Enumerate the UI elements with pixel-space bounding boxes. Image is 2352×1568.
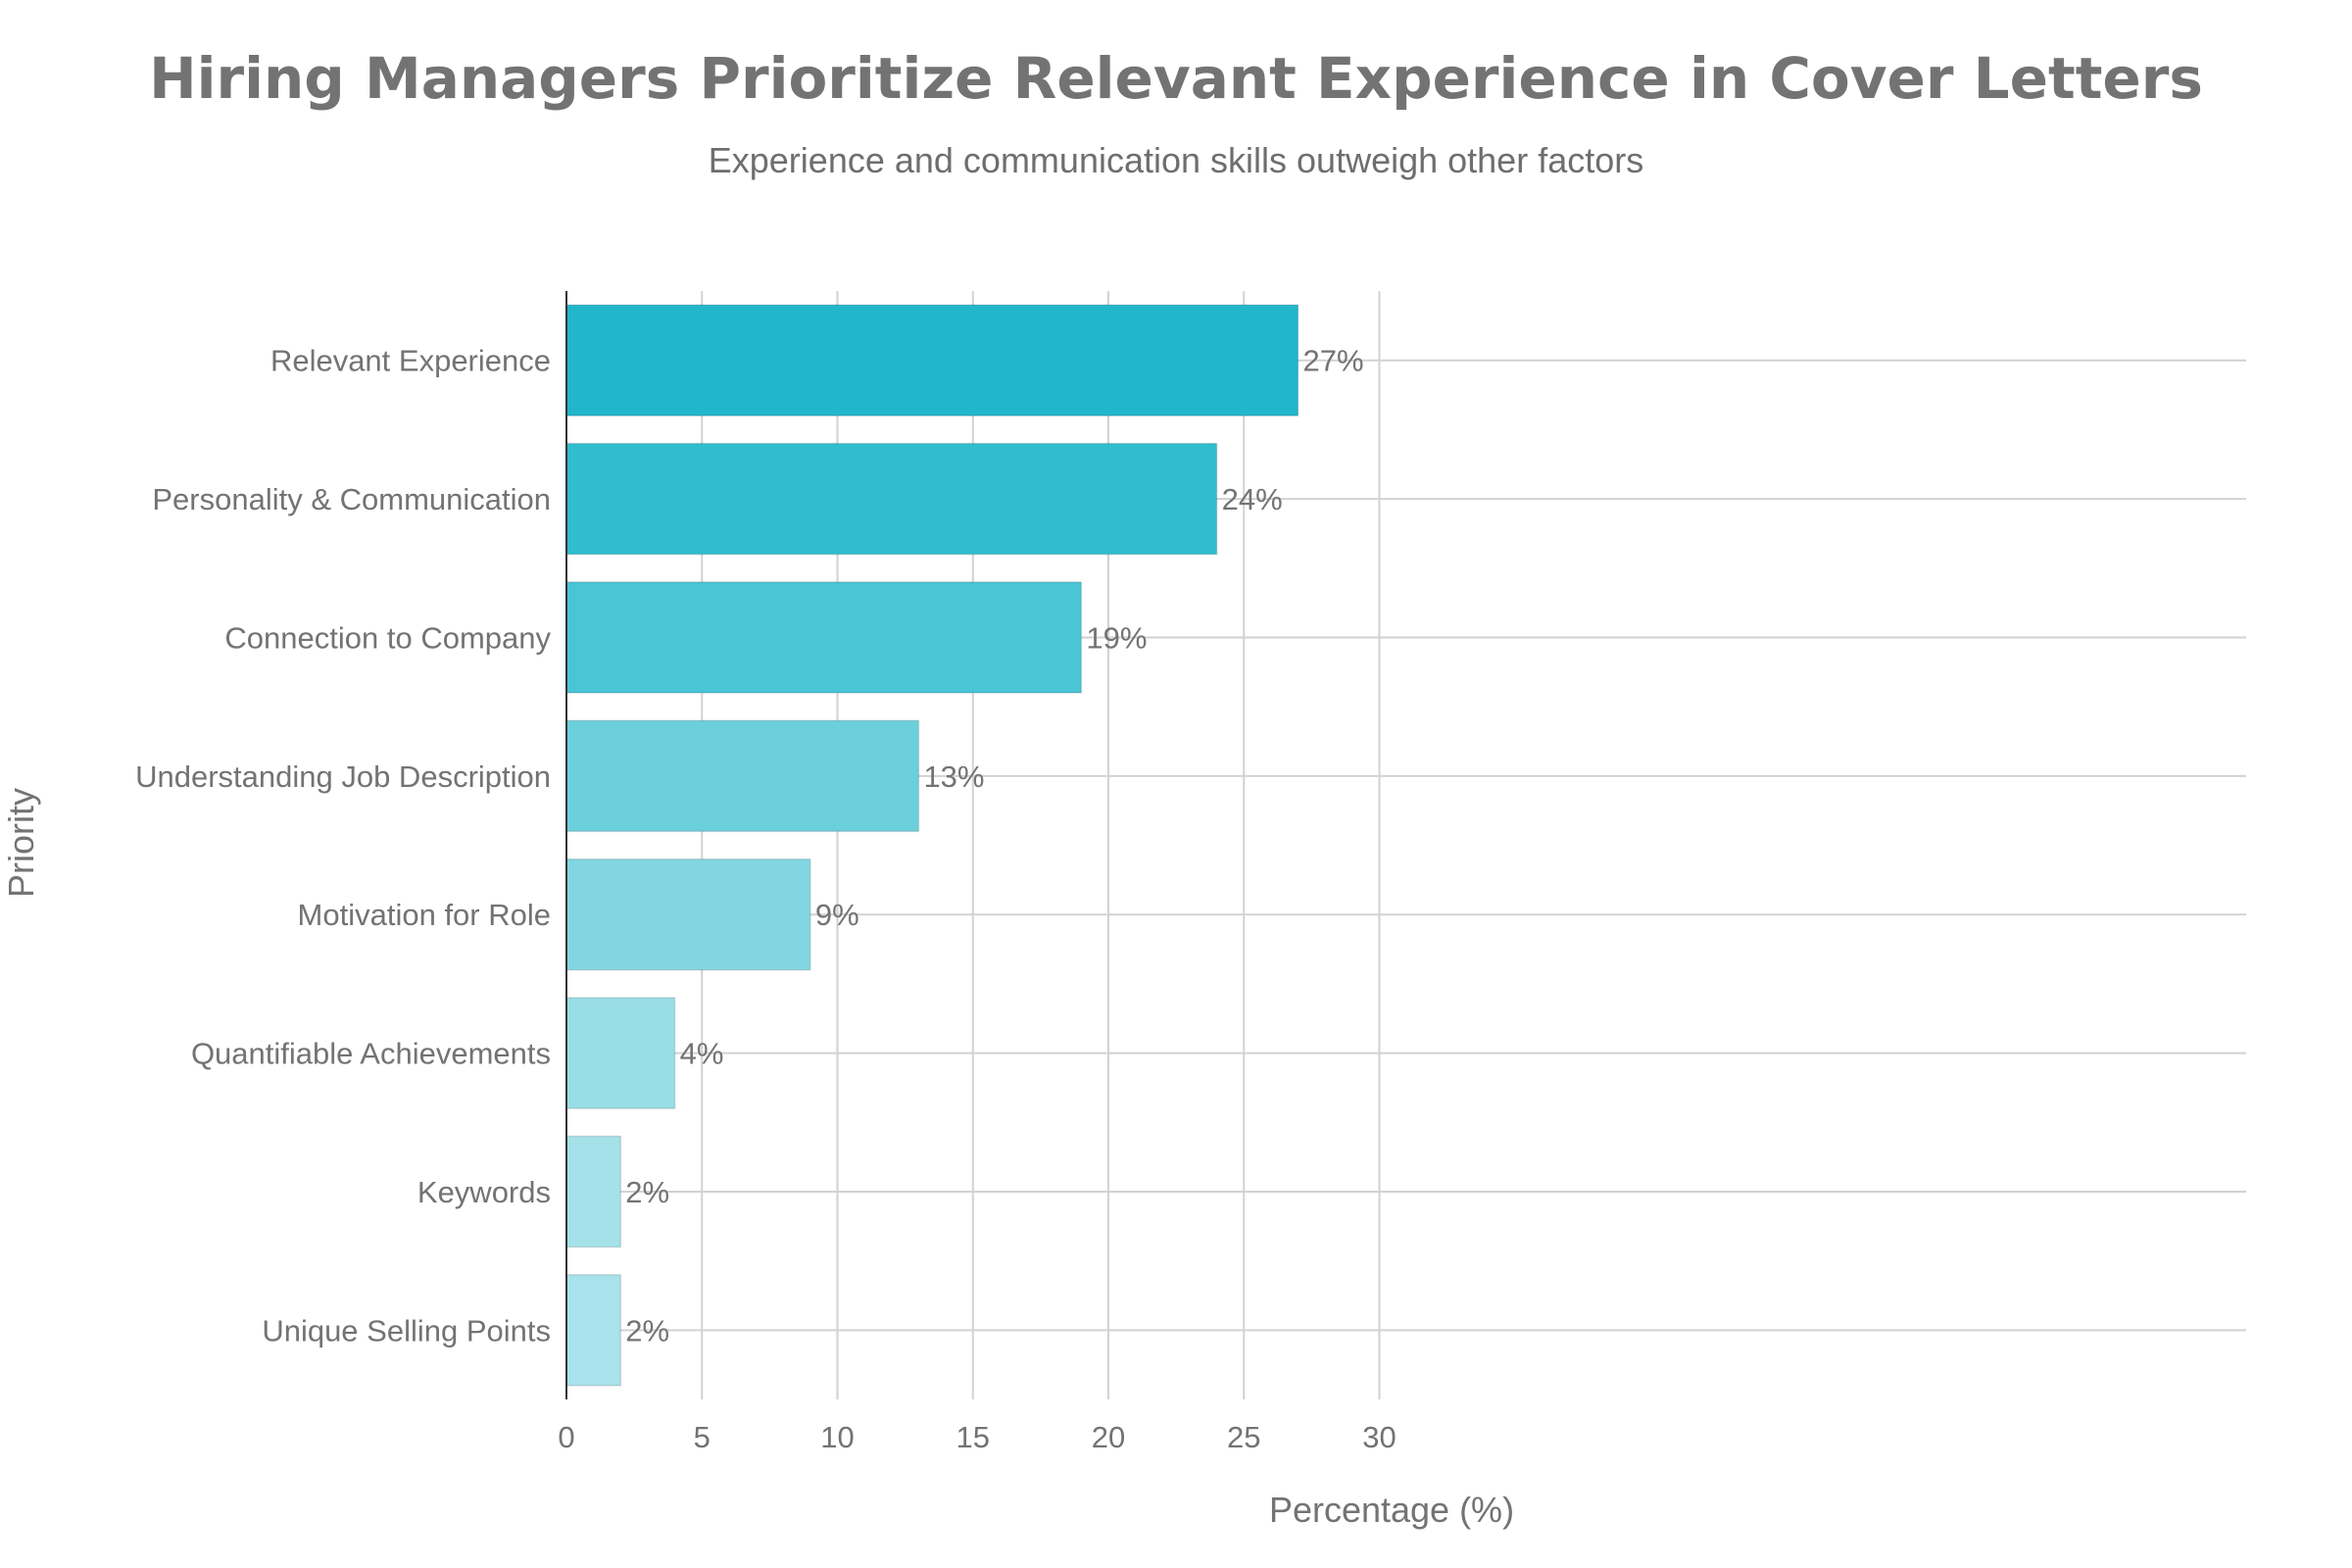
category-label: Unique Selling Points xyxy=(262,1313,551,1348)
x-tick-label: 10 xyxy=(820,1420,854,1454)
chart-subtitle: Experience and communication skills outw… xyxy=(709,140,1643,180)
gridlines xyxy=(566,291,2246,1399)
bar-value-label: 13% xyxy=(923,760,984,794)
x-tick-label: 5 xyxy=(694,1420,710,1454)
bar-value-label: 24% xyxy=(1222,482,1283,516)
x-tick-label: 25 xyxy=(1227,1420,1260,1454)
x-axis-title: Percentage (%) xyxy=(1269,1490,1514,1530)
bar-personality-communication xyxy=(565,442,1218,556)
bar-quantifiable-achievements xyxy=(565,997,676,1109)
bars xyxy=(565,304,1299,1387)
bar-connection-to-company xyxy=(565,581,1083,694)
category-label: Quantifiable Achievements xyxy=(191,1037,551,1071)
bar-understanding-job-description xyxy=(565,719,920,833)
bar-value-label: 2% xyxy=(625,1313,669,1348)
y-axis-title: Priority xyxy=(1,788,41,898)
bar-relevant-experience xyxy=(565,304,1299,416)
chart-title: Hiring Managers Prioritize Relevant Expe… xyxy=(149,45,2203,112)
x-tick-label: 15 xyxy=(956,1420,990,1454)
bar-value-label: 27% xyxy=(1303,344,1364,378)
bar-motivation-for-role xyxy=(565,858,811,971)
category-label: Personality & Communication xyxy=(152,482,551,516)
bar-value-label: 19% xyxy=(1086,620,1147,655)
bar-value-label: 4% xyxy=(680,1037,724,1071)
category-label: Keywords xyxy=(417,1175,551,1209)
x-tick-label: 30 xyxy=(1362,1420,1396,1454)
x-tick-label: 20 xyxy=(1092,1420,1125,1454)
bar-keywords xyxy=(565,1135,622,1249)
labels: 0 5 10 15 20 25 30 Relevant Experience 27% Person… xyxy=(135,344,1396,1454)
category-label: Relevant Experience xyxy=(270,344,551,378)
category-label: Connection to Company xyxy=(224,620,551,655)
category-label: Understanding Job Description xyxy=(135,760,551,794)
bar-value-label: 9% xyxy=(815,898,859,932)
x-tick-label: 0 xyxy=(558,1420,574,1454)
bar-unique-selling-points xyxy=(565,1274,622,1387)
bar-value-label: 2% xyxy=(625,1175,669,1209)
category-label: Motivation for Role xyxy=(298,898,551,932)
